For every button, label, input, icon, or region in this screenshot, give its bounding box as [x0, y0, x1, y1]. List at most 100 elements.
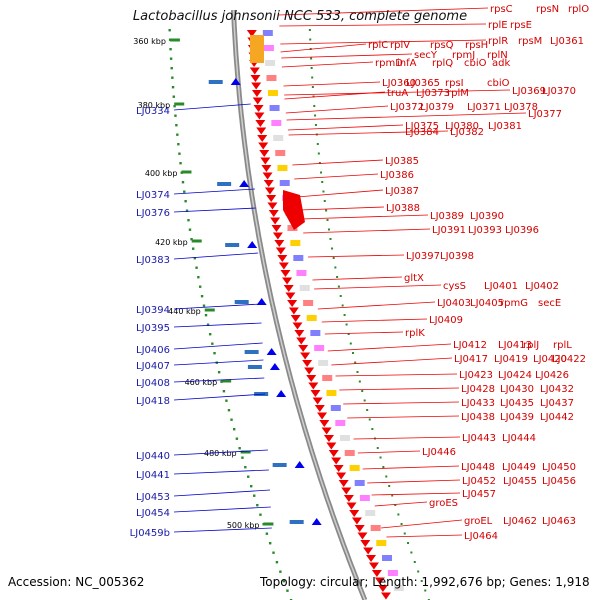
gene-arrow-reverse [269, 363, 280, 370]
gene-feature-block [289, 520, 304, 524]
gene-arrow [257, 135, 268, 142]
left-gene-label: LJ0418 [136, 396, 170, 407]
right-gene-label: rplL [553, 340, 572, 351]
leader-line [173, 489, 271, 497]
right-gene-label: LJ0413 [498, 340, 532, 351]
ring-dot [185, 209, 189, 212]
ring-dot [279, 570, 282, 573]
right-gene-label: LJ0388 [386, 203, 420, 214]
ring-dot [172, 95, 175, 98]
left-gene-label: LJ0454 [136, 508, 170, 519]
right-gene-label: LJ0412 [453, 340, 487, 351]
right-gene-label: rpmG [500, 298, 528, 309]
gene-feature-block [303, 300, 314, 306]
leader-line [300, 214, 429, 220]
gene-feature-block [287, 225, 298, 231]
gene-arrow [319, 420, 330, 427]
ring-dot [227, 409, 231, 412]
right-gene-label: rpsC [490, 4, 513, 15]
ring-dot [175, 124, 178, 127]
gene-arrow [292, 322, 303, 330]
gene-arrow [252, 97, 263, 105]
genome-backbone-highlight [232, 9, 366, 600]
ring-dot [368, 418, 371, 421]
leader-line [173, 506, 271, 513]
ring-dot [272, 551, 275, 554]
gene-arrow [272, 232, 283, 240]
gene-feature-block [376, 540, 387, 546]
gene-feature-block [293, 255, 304, 261]
leader-line [303, 228, 431, 234]
ring-dot [238, 447, 241, 450]
left-gene-label: LJ0459b [130, 528, 170, 539]
right-gene-label: LJ0426 [535, 370, 569, 381]
ring-dot [250, 485, 253, 488]
leader-line [173, 469, 269, 475]
leader-line [296, 189, 384, 198]
right-gene-label: rpmD [375, 58, 403, 69]
gene-feature-block [217, 182, 232, 186]
ring-dot [232, 428, 236, 431]
gene-feature-block [382, 555, 393, 561]
gene-feature-block [266, 75, 277, 81]
leader-line [284, 89, 511, 96]
right-gene-label: LJ0420 [533, 354, 567, 365]
gene-arrow [255, 120, 266, 127]
ring-dot [420, 580, 423, 582]
leader-line [292, 159, 384, 166]
ring-dot [211, 342, 214, 345]
ring-dot [197, 276, 200, 279]
ring-dot [169, 48, 172, 51]
gene-feature-block [296, 270, 307, 276]
right-gene-label: LJ0403 [437, 298, 471, 309]
ring-dot [388, 485, 391, 487]
right-gene-label: rplC [368, 40, 388, 51]
leader-line [173, 359, 264, 366]
ring-dot [316, 143, 319, 145]
gene-feature-block [265, 60, 276, 66]
right-gene-label: rplE [488, 20, 508, 31]
gene-feature-block [387, 570, 398, 576]
ring-dot [259, 513, 262, 516]
right-gene-label: LJ0401 [484, 281, 518, 292]
gene-feature-block [299, 285, 310, 291]
right-gene-label: groES [429, 498, 458, 509]
gene-arrow [380, 592, 391, 600]
leader-line [283, 81, 381, 87]
leader-line [173, 207, 256, 213]
gene-arrow [341, 487, 352, 495]
right-gene-label: gltX [404, 273, 424, 284]
right-gene-label: LJ0379 [420, 102, 454, 113]
right-gene-label: rpmJ [452, 50, 475, 61]
right-gene-label: LJ0398 [440, 251, 474, 262]
ring-dot [311, 76, 314, 79]
ring-dot [244, 466, 247, 469]
leader-line [339, 387, 460, 391]
gene-arrow [312, 397, 323, 405]
right-gene-label: rplQ [432, 58, 453, 69]
gene-feature-block [267, 90, 278, 96]
ring-dot [168, 29, 171, 32]
right-gene-label: secE [538, 298, 561, 309]
ring-dot [179, 162, 182, 165]
ring-dot [187, 219, 190, 222]
gene-arrow [275, 247, 286, 255]
kbp-label: 400 kbp [145, 169, 178, 178]
right-gene-label: LJ0457 [462, 489, 496, 500]
gene-arrow [360, 540, 371, 547]
leader-line [173, 103, 251, 111]
leader-line [317, 301, 436, 310]
gene-arrow [264, 187, 275, 195]
gene-arrow [308, 382, 319, 390]
right-gene-label: rpsH [465, 40, 488, 51]
leader-line [173, 342, 263, 350]
right-gene-label: LJ0375 [405, 121, 439, 132]
ring-dot [198, 285, 202, 288]
ring-dot [407, 542, 410, 544]
right-gene-label: LJ0373 [416, 88, 450, 99]
ring-dot [403, 532, 406, 535]
right-gene-label: LJ0437 [540, 398, 574, 409]
right-gene-label: LJ0405 [470, 298, 504, 309]
ring-dot [286, 589, 289, 592]
right-gene-label: LJ0428 [461, 384, 495, 395]
